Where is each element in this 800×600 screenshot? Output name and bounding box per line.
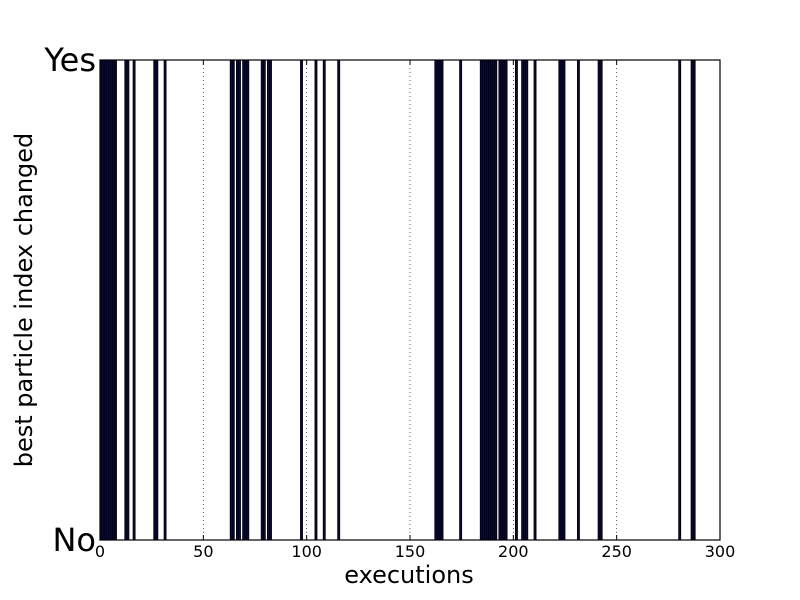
- bar-67: [238, 59, 241, 541]
- bar-206: [525, 59, 529, 541]
- bar-287: [692, 59, 696, 541]
- grid-lines: [203, 60, 617, 540]
- bar-196: [504, 59, 508, 541]
- bar-242: [599, 59, 603, 541]
- bar-115: [337, 59, 341, 541]
- x-axis-ticks: 0 50 100 150 200 250 300: [95, 60, 735, 561]
- bar-108: [322, 59, 326, 541]
- bar-79: [262, 59, 266, 541]
- bar-104: [314, 59, 318, 541]
- bar-27: [155, 59, 159, 541]
- bar-174: [459, 59, 463, 541]
- bar-191: [494, 59, 498, 541]
- bar-31: [163, 59, 167, 541]
- x-tick-label-50: 50: [193, 542, 213, 561]
- bar-210: [533, 59, 537, 541]
- x-axis-label: executions: [344, 561, 473, 589]
- y-tick-label-no: No: [52, 521, 96, 559]
- y-tick-label-yes: Yes: [43, 41, 96, 79]
- bar-13: [126, 59, 130, 541]
- y-axis-ticks: No Yes: [43, 41, 96, 559]
- bar-97: [300, 59, 303, 541]
- bar-64: [231, 59, 235, 541]
- bar-201: [515, 59, 518, 541]
- x-tick-label-300: 300: [705, 542, 736, 561]
- bar-165: [440, 59, 444, 541]
- x-tick-label-250: 250: [601, 542, 632, 561]
- bar-71: [246, 59, 250, 541]
- bar-16: [132, 59, 136, 541]
- y-axis-label: best particle index changed: [10, 133, 38, 468]
- x-tick-label-100: 100: [291, 542, 322, 561]
- bar-280: [678, 59, 682, 541]
- bar-231: [577, 59, 580, 541]
- bar-82: [269, 59, 272, 541]
- x-tick-label-200: 200: [498, 542, 529, 561]
- bar-224: [562, 59, 566, 541]
- x-tick-label-0: 0: [95, 542, 105, 561]
- x-tick-label-150: 150: [395, 542, 426, 561]
- bar-7: [114, 59, 117, 541]
